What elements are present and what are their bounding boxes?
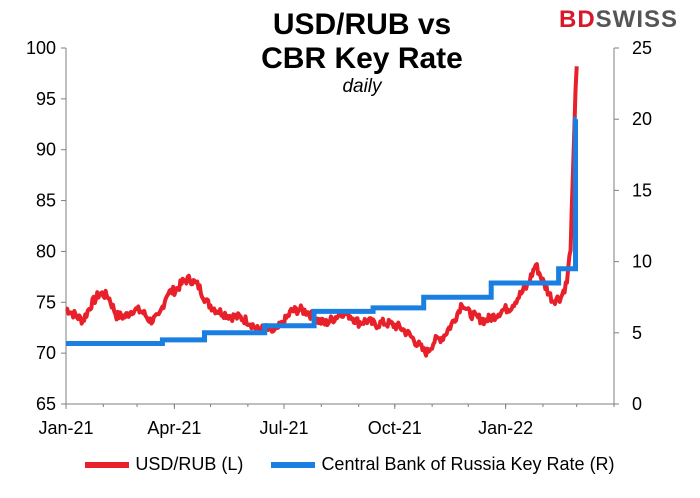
brand-logo: BD SWISS: [559, 6, 678, 34]
right-tick-label: 20: [632, 109, 652, 129]
brand-logo-part2: SWISS: [595, 6, 678, 33]
legend-swatch-usdrub: [85, 461, 130, 468]
right-tick-label: 10: [632, 252, 652, 272]
chart-subtitle: daily: [342, 76, 382, 97]
series-line-usdrub: [65, 66, 579, 358]
right-tick-label: 25: [632, 38, 652, 58]
right-tick-label: 0: [632, 394, 642, 414]
chart-legend: USD/RUB (L) Central Bank of Russia Key R…: [0, 454, 700, 475]
left-tick-label: 95: [36, 89, 56, 109]
x-tick-label: Oct-21: [368, 418, 422, 438]
right-tick-label: 5: [632, 323, 642, 343]
left-tick-label: 85: [36, 191, 56, 211]
legend-label-usdrub: USD/RUB (L): [135, 454, 244, 474]
legend-swatch-keyrate: [271, 461, 316, 468]
left-tick-label: 100: [26, 38, 56, 58]
chart-series: [65, 66, 579, 358]
x-tick-label: Jan-21: [38, 418, 93, 438]
chart-title-line1: USD/RUB vs: [272, 8, 452, 41]
left-tick-label: 80: [36, 241, 56, 261]
left-tick-label: 70: [36, 343, 56, 363]
x-tick-label: Jan-22: [478, 418, 533, 438]
left-tick-label: 75: [36, 292, 56, 312]
left-tick-label: 90: [36, 140, 56, 160]
left-tick-label: 65: [36, 394, 56, 414]
chart-title-line2: CBR Key Rate: [261, 42, 463, 75]
x-tick-label: Apr-21: [147, 418, 201, 438]
chart-axes: 65 70 75 80 85 90 95 100 0 5 10 15 20 25 Jan-21 Apr-21 J…: [26, 38, 652, 438]
series-line-keyrate: [66, 116, 578, 346]
legend-label-keyrate: Central Bank of Russia Key Rate (R): [321, 454, 615, 474]
legend-item-keyrate: Central Bank of Russia Key Rate (R): [271, 454, 615, 475]
right-tick-label: 15: [632, 180, 652, 200]
brand-logo-part1: BD: [558, 6, 596, 33]
x-tick-label: Jul-21: [259, 418, 308, 438]
legend-item-usdrub: USD/RUB (L): [85, 454, 243, 475]
